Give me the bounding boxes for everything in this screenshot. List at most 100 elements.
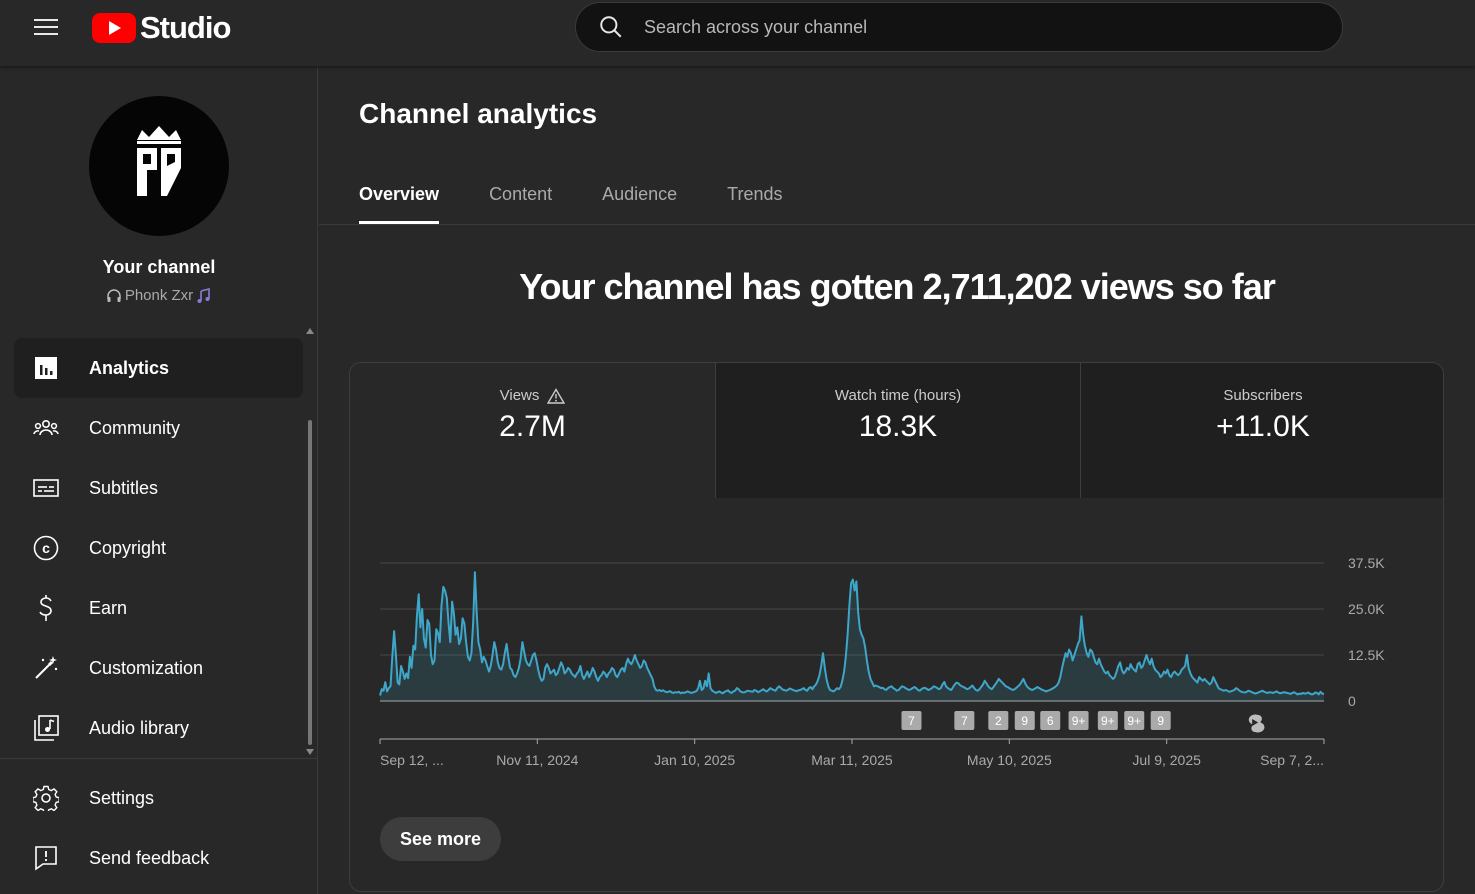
search-icon[interactable] xyxy=(598,14,624,40)
sidebar-item-label: Copyright xyxy=(89,537,167,558)
sidebar-item-audio-library[interactable]: Audio library xyxy=(14,698,303,758)
x-tick-label: Sep 7, 2... xyxy=(1260,752,1324,768)
sidebar-item-label: Settings xyxy=(89,787,155,808)
event-marker-label: 7 xyxy=(908,714,915,728)
channel-avatar[interactable] xyxy=(89,96,229,236)
event-marker-label: 9+ xyxy=(1101,714,1115,728)
metric-subscribers[interactable]: Subscribers +11.0K xyxy=(1080,363,1443,498)
tab-overview[interactable]: Overview xyxy=(359,172,440,224)
event-marker-label: 9 xyxy=(1157,714,1164,728)
event-marker[interactable] xyxy=(1068,711,1089,730)
sidebar-item-label: Subtitles xyxy=(89,477,159,498)
svg-text:c: c xyxy=(42,540,50,556)
metric-label: Subscribers xyxy=(1223,387,1303,404)
views-area xyxy=(380,572,1324,701)
event-marker-label: 7 xyxy=(961,714,968,728)
overview-card: Views 2.7M Watch time (hours) 18.3K Subs… xyxy=(349,362,1444,892)
your-channel-label: Your channel xyxy=(102,257,216,277)
logo-text: Studio xyxy=(140,10,231,45)
tab-content[interactable]: Content xyxy=(489,184,553,204)
x-tick-label: Nov 11, 2024 xyxy=(496,752,578,768)
community-icon xyxy=(33,419,59,436)
metric-watch-time[interactable]: Watch time (hours) 18.3K xyxy=(715,363,1080,498)
sidebar-item-community[interactable]: Community xyxy=(14,398,303,458)
y-tick-label: 37.5K xyxy=(1348,555,1385,571)
magic-wand-icon xyxy=(35,656,58,679)
metric-value: 18.3K xyxy=(858,410,938,443)
channel-name[interactable]: Phonk Zxr xyxy=(0,287,318,304)
views-headline: Your channel has gotten 2,711,202 views … xyxy=(519,266,1276,307)
sidebar: Your channel Phonk Zxr xyxy=(0,66,318,894)
tab-audience[interactable]: Audience xyxy=(602,184,678,204)
copyright-icon: c xyxy=(33,535,59,561)
audio-library-icon xyxy=(34,715,59,741)
sidebar-item-subtitles[interactable]: Subtitles xyxy=(14,458,303,518)
metric-label: Views xyxy=(499,387,540,404)
sidebar-item-settings[interactable]: Settings xyxy=(14,768,303,828)
event-marker[interactable] xyxy=(901,711,922,730)
event-marker[interactable] xyxy=(1040,711,1061,730)
sidebar-item-label: Send feedback xyxy=(89,847,210,868)
y-tick-label: 0 xyxy=(1348,693,1356,709)
sidebar-nav: Analytics Community xyxy=(14,338,303,758)
views-chart[interactable]: 0 12.5K 25.0K 37.5K 7 7 2 9 6 9+ 9+ 9+ 9 Sep 12, ... N… xyxy=(350,543,1444,793)
scroll-up-arrow-icon[interactable] xyxy=(306,328,314,334)
x-tick-label: Mar 11, 2025 xyxy=(811,752,893,768)
x-tick-label: Jan 10, 2025 xyxy=(654,752,735,768)
main-content: Channel analytics Overview Content Audie… xyxy=(319,66,1475,894)
metric-label: Watch time (hours) xyxy=(834,387,962,404)
sidebar-item-label: Analytics xyxy=(89,357,170,378)
page-title: Channel analytics xyxy=(359,98,598,129)
y-tick-label: 12.5K xyxy=(1348,647,1385,663)
analytics-icon xyxy=(35,357,57,379)
event-marker[interactable] xyxy=(954,711,975,730)
hamburger-menu-icon[interactable] xyxy=(28,12,64,42)
y-tick-label: 25.0K xyxy=(1348,601,1385,617)
event-marker[interactable] xyxy=(1014,711,1035,730)
top-bar: Studio xyxy=(0,0,1475,66)
metric-value: +11.0K xyxy=(1216,410,1310,443)
analytics-tabs: Overview Content Audience Trends xyxy=(359,172,783,224)
event-marker-label: 9+ xyxy=(1072,714,1086,728)
event-marker[interactable] xyxy=(1124,711,1145,730)
sidebar-item-label: Audio library xyxy=(89,717,190,738)
event-marker-label: 9+ xyxy=(1127,714,1141,728)
event-marker-label: 6 xyxy=(1047,714,1054,728)
sidebar-item-customization[interactable]: Customization xyxy=(14,638,303,698)
feedback-icon xyxy=(35,846,57,871)
views-line[interactable] xyxy=(379,571,1325,696)
shorts-icon[interactable] xyxy=(1248,714,1265,733)
event-marker[interactable] xyxy=(988,711,1009,730)
event-marker[interactable] xyxy=(1150,711,1171,730)
channel-logo-icon xyxy=(137,126,181,196)
sidebar-item-earn[interactable]: Earn xyxy=(14,578,303,638)
x-tick-label: May 10, 2025 xyxy=(967,752,1052,768)
sidebar-item-label: Customization xyxy=(89,657,204,678)
metric-value: 2.7M xyxy=(499,410,566,443)
sidebar-scrollbar-thumb[interactable] xyxy=(308,420,312,745)
sidebar-item-analytics[interactable]: Analytics xyxy=(14,338,303,398)
music-notes-icon xyxy=(197,287,210,303)
youtube-logo-icon xyxy=(92,13,136,43)
sidebar-item-copyright[interactable]: c Copyright xyxy=(14,518,303,578)
sidebar-divider xyxy=(0,758,318,759)
scroll-down-arrow-icon[interactable] xyxy=(306,749,314,755)
earn-icon xyxy=(39,595,52,621)
event-marker[interactable] xyxy=(1097,711,1118,730)
see-more-button[interactable]: See more xyxy=(380,817,502,861)
tab-trends[interactable]: Trends xyxy=(727,184,783,204)
search-input[interactable] xyxy=(644,16,1284,38)
gear-icon xyxy=(33,785,59,811)
sidebar-bottom-nav: Settings Send feedback xyxy=(14,768,303,888)
warning-icon[interactable] xyxy=(547,387,566,404)
studio-logo[interactable]: Studio xyxy=(92,10,231,46)
sidebar-item-label: Community xyxy=(89,417,181,438)
x-tick-label: Sep 12, ... xyxy=(380,752,444,768)
sidebar-item-label: Earn xyxy=(89,597,128,618)
metric-views[interactable]: Views 2.7M xyxy=(350,363,715,498)
channel-name-text: Phonk Zxr xyxy=(124,287,194,304)
sidebar-item-send-feedback[interactable]: Send feedback xyxy=(14,828,303,888)
search-bar[interactable] xyxy=(575,2,1343,52)
event-marker-label: 9 xyxy=(1021,714,1028,728)
